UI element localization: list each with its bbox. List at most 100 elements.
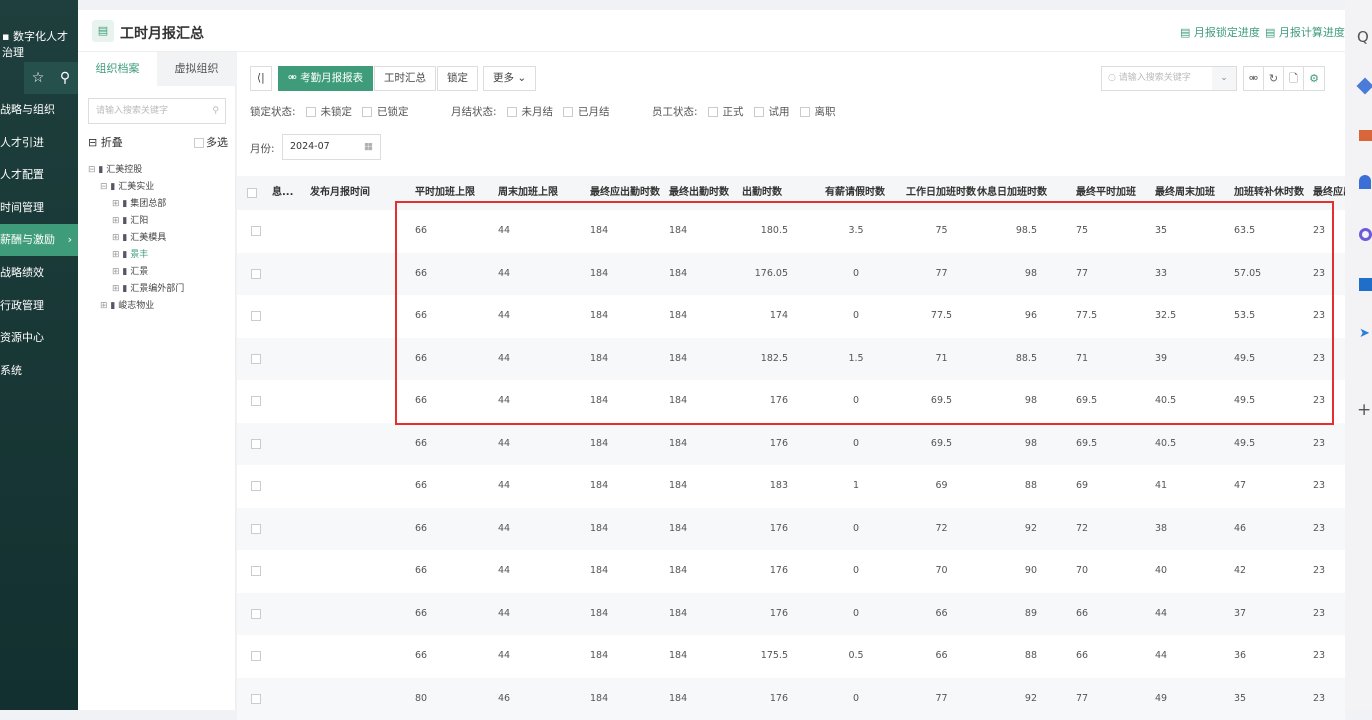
user-icon[interactable] (1359, 175, 1371, 189)
table-cell: 66 (415, 508, 427, 550)
tree-node[interactable]: ⊞ ▮ 景丰 (112, 247, 148, 260)
table-cell: 23 (1313, 678, 1325, 720)
table-cell: 0 (825, 550, 887, 592)
tree-search-input[interactable]: 请输入搜索关键字⚲ (88, 98, 226, 124)
table-search-input[interactable]: ○ 请输入搜索关键字⌄ (1101, 66, 1237, 91)
table-cell: 176 (770, 508, 788, 550)
refresh-icon[interactable]: ↻ (1264, 67, 1284, 90)
table-cell: 184 (590, 635, 608, 677)
table-tools: ⚮ ↻ 🗋 ⚙ (1243, 66, 1325, 91)
table-cell: 40.5 (1155, 423, 1176, 465)
collapse-panel-button[interactable]: ⟨| (250, 66, 272, 91)
tab-virtual-org[interactable]: 虚拟组织 (157, 52, 236, 86)
checkbox[interactable] (800, 107, 810, 117)
table-cell: 66 (415, 635, 427, 677)
table-cell: 44 (498, 593, 510, 635)
tag-icon[interactable] (1357, 78, 1372, 95)
table-cell: 88 (1025, 465, 1037, 507)
table-cell: 66 (415, 465, 427, 507)
table-cell: 184 (590, 508, 608, 550)
outlook-icon[interactable] (1359, 278, 1372, 291)
row-checkbox[interactable] (251, 311, 261, 321)
month-picker[interactable]: 2024-07▦ (282, 134, 381, 160)
brand: ▪ 数字化人才治理 (2, 28, 78, 60)
row-checkbox[interactable] (251, 269, 261, 279)
table-cell: 38 (1155, 508, 1167, 550)
checkbox[interactable] (754, 107, 764, 117)
lock-button[interactable]: 锁定 (437, 66, 478, 91)
star-icon[interactable]: ☆ (32, 70, 45, 86)
row-checkbox[interactable] (251, 566, 261, 576)
row-checkbox[interactable] (251, 651, 261, 661)
row-checkbox[interactable] (251, 226, 261, 236)
table-cell: 66 (415, 593, 427, 635)
table-cell: 176 (770, 678, 788, 720)
chart-icon[interactable]: ⚮ (1244, 67, 1264, 90)
checkbox[interactable] (306, 107, 316, 117)
nav-item[interactable]: 战略绩效 (0, 257, 78, 289)
checkbox[interactable] (708, 107, 718, 117)
nav-item[interactable]: 行政管理 (0, 290, 78, 322)
more-button[interactable]: 更多 ⌄ (483, 66, 536, 91)
hours-summary-button[interactable]: 工时汇总 (374, 66, 436, 91)
table-cell: 69.5 (1076, 423, 1097, 465)
tree-node[interactable]: ⊞ ▮ 汇阳 (112, 213, 148, 226)
briefcase-icon[interactable] (1359, 130, 1372, 141)
select-all-checkbox[interactable] (247, 188, 257, 198)
tree-node[interactable]: ⊞ ▮ 峻志物业 (100, 298, 154, 311)
nav-item[interactable]: 战略与组织 (0, 94, 78, 126)
tree-node[interactable]: ⊟ ▮ 汇美控股 (88, 162, 142, 175)
lock-status-filter: 锁定状态:未锁定已锁定 (250, 104, 409, 119)
tree-node[interactable]: ⊞ ▮ 汇景编外部门 (112, 281, 184, 294)
tab-org-archive[interactable]: 组织档案 (78, 52, 157, 86)
table-cell: 44 (498, 635, 510, 677)
export-icon[interactable]: 🗋 (1284, 67, 1304, 90)
search-icon[interactable]: Q (1357, 28, 1369, 46)
multi-select-checkbox[interactable]: 多选 (194, 134, 228, 150)
tree-node[interactable]: ⊞ ▮ 汇景 (112, 264, 148, 277)
collapse-toggle[interactable]: ⊟ 折叠 (88, 134, 123, 150)
row-checkbox[interactable] (251, 524, 261, 534)
tree-node[interactable]: ⊟ ▮ 汇美实业 (100, 179, 154, 192)
nav-item[interactable]: 时间管理 (0, 192, 78, 224)
copilot-icon[interactable] (1359, 228, 1372, 241)
row-checkbox[interactable] (251, 439, 261, 449)
nav-item[interactable]: 薪酬与激励› (0, 224, 78, 256)
nav-item[interactable]: 人才配置 (0, 159, 78, 191)
table-cell: 184 (669, 678, 687, 720)
table-cell: 41 (1155, 465, 1167, 507)
nav-item[interactable]: 系统 (0, 355, 78, 387)
table-cell: 77 (906, 678, 977, 720)
row-checkbox[interactable] (251, 609, 261, 619)
nav-item[interactable]: 资源中心 (0, 322, 78, 354)
table-cell: 23 (1313, 635, 1325, 677)
checkbox[interactable] (563, 107, 573, 117)
send-icon[interactable]: ➤ (1359, 326, 1370, 341)
calc-progress-link[interactable]: ▤ 月报计算进度 (1265, 24, 1345, 40)
calendar-icon: ▦ (364, 135, 373, 159)
table-cell: 184 (669, 635, 687, 677)
lock-progress-link[interactable]: ▤ 月报锁定进度 (1180, 24, 1260, 40)
row-checkbox[interactable] (251, 694, 261, 704)
search-icon[interactable]: ⚲ (60, 70, 70, 86)
checkbox[interactable] (507, 107, 517, 117)
add-icon[interactable]: + (1357, 400, 1371, 420)
settings-icon[interactable]: ⚙ (1304, 67, 1324, 90)
attendance-report-button[interactable]: ⚮ 考勤月报报表 (278, 66, 373, 91)
row-checkbox[interactable] (251, 396, 261, 406)
tree-node[interactable]: ⊞ ▮ 汇美模具 (112, 230, 166, 243)
checkbox[interactable] (362, 107, 372, 117)
column-header: 发布月报时间 (310, 176, 370, 210)
table-cell: 66 (1076, 593, 1088, 635)
nav-item[interactable]: 人才引进 (0, 127, 78, 159)
row-checkbox[interactable] (251, 354, 261, 364)
row-checkbox[interactable] (251, 481, 261, 491)
tree-node[interactable]: ⊞ ▮ 集团总部 (112, 196, 166, 209)
